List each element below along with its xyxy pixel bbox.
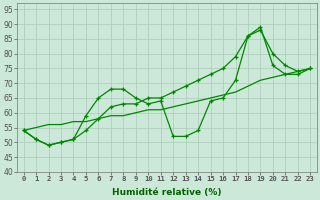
X-axis label: Humidité relative (%): Humidité relative (%) <box>112 188 222 197</box>
